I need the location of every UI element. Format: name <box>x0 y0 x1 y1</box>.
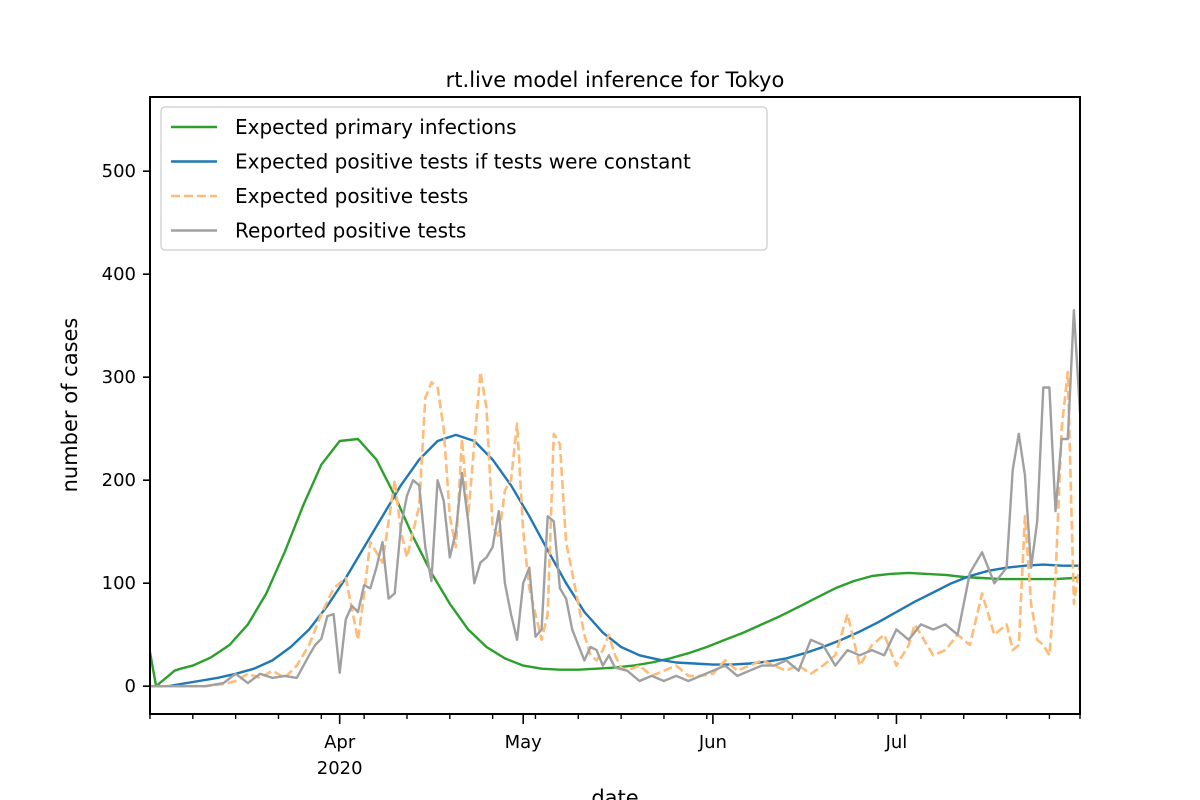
y-tick-label-100: 100 <box>102 573 136 594</box>
y-axis: 0 100 200 300 400 500 <box>102 161 150 697</box>
x-tick-label-jul: Jul <box>885 732 908 753</box>
y-tick-label-300: 300 <box>102 367 136 388</box>
y-tick-label-400: 400 <box>102 264 136 285</box>
series-line-expected-positive-tests-if-tests-were-constant <box>150 433 1080 688</box>
series-line-expected-primary-infections <box>148 437 1081 688</box>
x-axis-title: date <box>591 786 638 800</box>
x-tick-label-apr: Apr <box>324 732 356 753</box>
legend-label-expected-primary-infections: Expected primary infections <box>235 115 517 139</box>
legend-label-reported-positive-tests: Reported positive tests <box>235 219 466 243</box>
x-tick-label-may: May <box>505 732 543 753</box>
legend-box <box>160 106 768 251</box>
y-tick-label-0: 0 <box>125 676 136 697</box>
y-tick-label-500: 500 <box>102 161 136 182</box>
legend-label-expected-positive-tests: Expected positive tests <box>235 184 468 208</box>
plot-area <box>148 309 1082 688</box>
series-line-reported-positive-tests <box>150 309 1082 688</box>
y-axis-title: number of cases <box>58 318 82 493</box>
x-tick-year-label: 2020 <box>317 758 363 779</box>
y-tick-label-200: 200 <box>102 470 136 491</box>
x-axis: Apr 2020 May Jun Jul <box>149 714 1081 779</box>
series-line-expected-positive-tests <box>150 370 1082 688</box>
legend-label-expected-positive-tests-if-tests-were-constant: Expected positive tests if tests were co… <box>235 150 691 174</box>
chart-title: rt.live model inference for Tokyo <box>446 68 785 92</box>
x-tick-label-jun: Jun <box>698 732 727 753</box>
plot-frame <box>149 96 1081 715</box>
legend: Expected primary infections Expected posi… <box>160 106 768 251</box>
